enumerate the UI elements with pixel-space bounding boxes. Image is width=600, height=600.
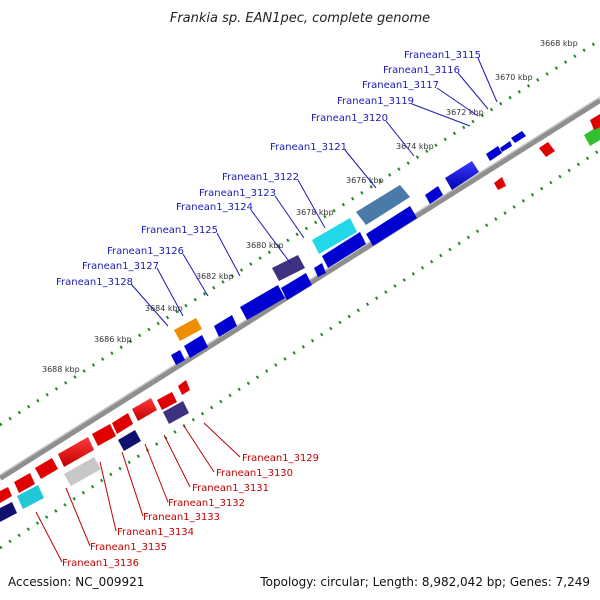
gene-label[interactable]: Franean1_3120 [311,113,388,124]
gene-block[interactable] [240,285,285,320]
reverse-callout-lines [35,422,241,563]
gene-block[interactable] [174,318,202,341]
gene-block[interactable] [281,273,312,300]
gene-block[interactable] [500,141,512,152]
gene-block[interactable] [314,263,326,277]
gene-block[interactable] [132,398,157,421]
gene-block[interactable] [157,392,177,410]
gene-block[interactable] [425,186,443,204]
gene-label[interactable]: Franean1_3124 [176,202,253,213]
gene-block[interactable] [214,315,237,337]
gene-label[interactable]: Franean1_3121 [270,142,347,153]
gene-label[interactable]: Franean1_3131 [192,483,269,494]
gene-label[interactable]: Franean1_3117 [362,80,439,91]
gene-label[interactable]: Franean1_3123 [199,188,276,199]
gene-block[interactable] [486,146,502,161]
gene-label[interactable]: Franean1_3116 [383,65,460,76]
kbp-label: 3674 kbp [396,142,434,151]
gene-block[interactable] [584,125,600,146]
kbp-label: 3682 kbp [196,272,234,281]
gene-label[interactable]: Franean1_3115 [404,50,481,61]
gene-label[interactable]: Franean1_3126 [107,246,184,257]
gene-block[interactable] [0,487,12,503]
gene-label[interactable]: Franean1_3130 [216,468,293,479]
gene-block[interactable] [322,232,366,268]
kbp-label: 3686 kbp [94,335,132,344]
gene-block[interactable] [118,430,141,451]
gene-label[interactable]: Franean1_3122 [222,172,299,183]
summary-text: Topology: circular; Length: 8,982,042 bp… [259,575,590,589]
gene-block[interactable] [14,473,35,493]
gene-label[interactable]: Franean1_3129 [242,453,319,464]
gene-block[interactable] [178,380,190,395]
gene-block[interactable] [356,185,410,225]
gene-label[interactable]: Franean1_3133 [143,512,220,523]
reverse-gene-track [0,114,600,522]
forward-gene-track [171,131,526,365]
gene-label[interactable]: Franean1_3135 [90,542,167,553]
gene-block[interactable] [92,424,116,446]
gene-block[interactable] [272,255,305,281]
gene-block[interactable] [312,218,357,254]
kbp-label: 3670 kbp [495,73,533,82]
gene-block[interactable] [17,485,44,509]
gene-block[interactable] [494,177,506,190]
gene-label[interactable]: Franean1_3128 [56,277,133,288]
outer-tick-ring [0,38,600,427]
gene-label[interactable]: Franean1_3136 [62,558,139,569]
gene-block[interactable] [171,350,185,365]
gene-block[interactable] [539,142,555,157]
gene-label[interactable]: Franean1_3132 [168,498,245,509]
kbp-scale: 3668 kbp 3670 kbp 3672 kbp 3674 kbp 3676… [42,39,578,374]
gene-block[interactable] [511,131,526,143]
forward-gene-labels: Franean1_3115 Franean1_3116 Franean1_311… [56,50,481,288]
kbp-label: 3678 kbp [296,208,334,217]
map-title: Frankia sp. EAN1pec, complete genome [170,11,430,26]
kbp-label: 3684 kbp [145,304,183,313]
gene-block[interactable] [163,401,189,424]
gene-block[interactable] [590,114,600,130]
gene-label[interactable]: Franean1_3119 [337,96,414,107]
gene-block[interactable] [445,161,479,190]
gene-block[interactable] [0,502,17,522]
kbp-label: 3688 kbp [42,365,80,374]
kbp-label: 3676 kbp [346,176,384,185]
kbp-label: 3672 kbp [446,108,484,117]
gene-label[interactable]: Franean1_3127 [82,261,159,272]
kbp-label: 3668 kbp [540,39,578,48]
gene-block[interactable] [35,458,58,479]
gene-label[interactable]: Franean1_3134 [117,527,194,538]
gene-block[interactable] [58,437,94,467]
gene-label[interactable]: Franean1_3125 [141,225,218,236]
gene-block[interactable] [184,335,208,358]
gene-block[interactable] [366,206,417,246]
gene-block[interactable] [64,457,101,486]
kbp-label: 3680 kbp [246,241,284,250]
accession-text: Accession: NC_009921 [8,575,144,589]
reverse-gene-labels: Franean1_3129 Franean1_3130 Franean1_313… [62,453,319,569]
forward-callout-lines [130,57,498,327]
gene-block[interactable] [112,413,133,434]
